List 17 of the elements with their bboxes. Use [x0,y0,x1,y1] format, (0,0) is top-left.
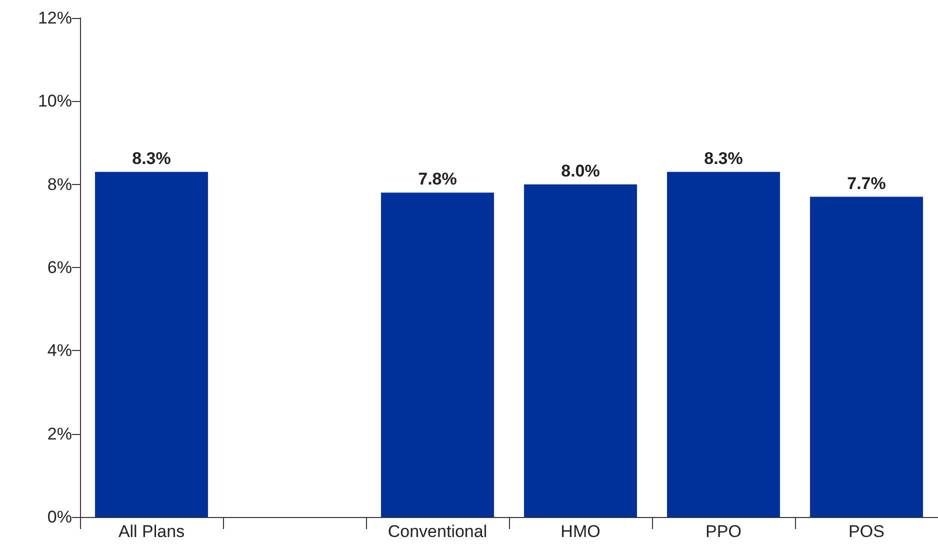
data-label: 7.8% [418,170,457,189]
y-tick-label: 2% [47,424,72,444]
x-tick-label: All Plans [118,522,185,541]
x-tick-label: HMO [560,522,600,541]
x-tick-label: POS [848,522,884,541]
y-tick-label: 8% [47,174,72,194]
y-tick-label: 12% [38,8,72,28]
data-label: 7.7% [847,174,886,193]
x-tick-label: Conventional [388,522,488,541]
x-tick-label: PPO [706,522,742,541]
y-tick-label: 4% [47,341,72,360]
y-tick-label: 6% [47,258,72,277]
data-label: 8.3% [132,148,171,168]
data-label: 8.0% [561,161,600,180]
y-tick-label: 0% [47,508,72,526]
data-label: 8.3% [704,148,743,168]
y-tick-label: 10% [38,92,72,111]
